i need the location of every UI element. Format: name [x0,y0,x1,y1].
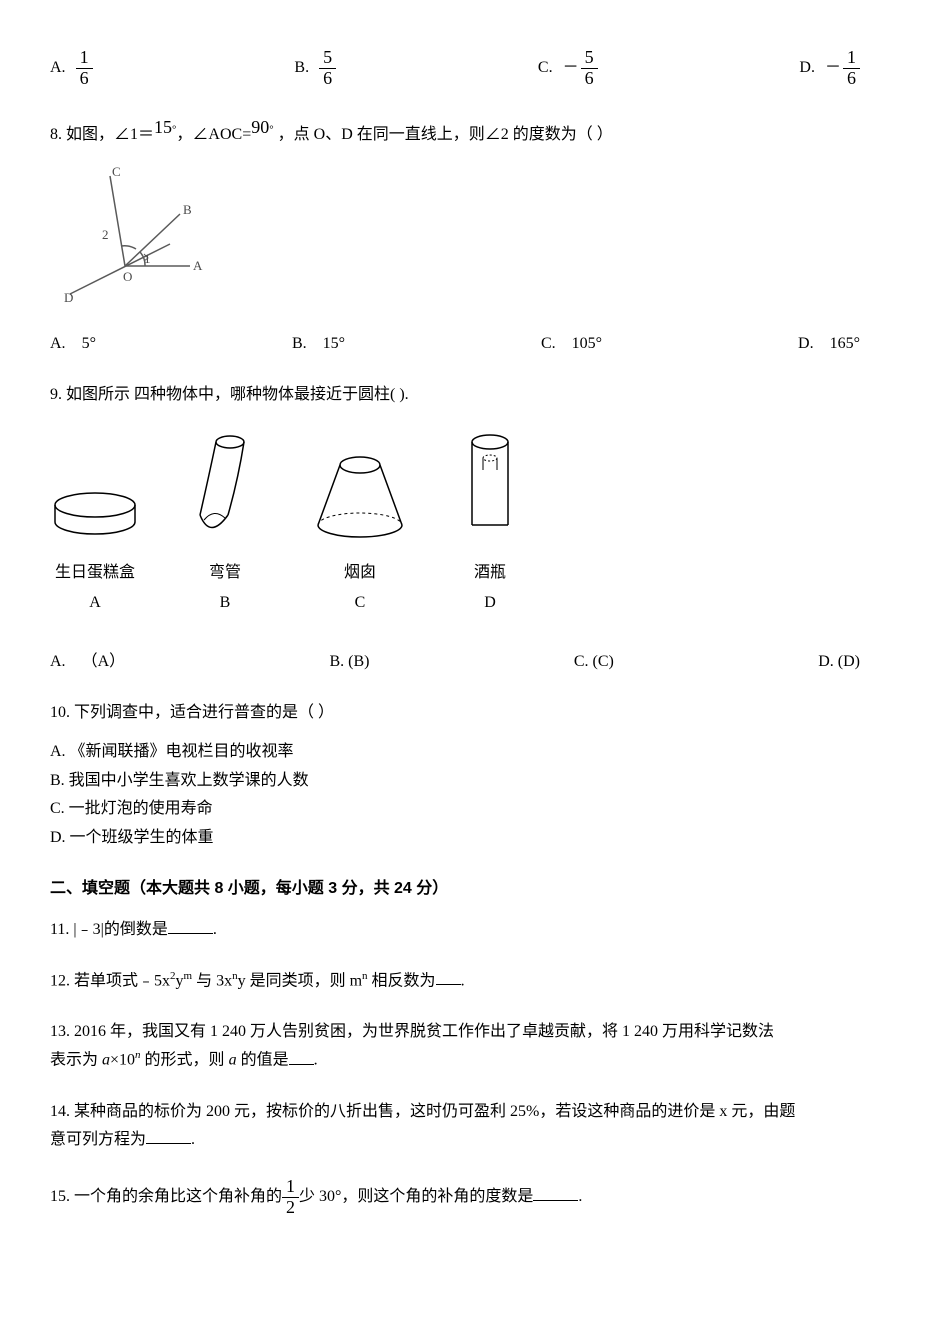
q7-a-label: A. [50,54,66,83]
q10-text: 10. 下列调查中，适合进行普查的是（ ） [50,699,900,728]
shape-cake-box: 生日蛋糕盒 A [50,480,140,618]
q15-fraction: 1 2 [282,1177,299,1218]
bottle-svg [460,430,520,540]
question-12: 12. 若单项式﹣5x2ym 与 3xny 是同类项，则 mn 相反数为. [50,967,900,996]
q13-blank [289,1049,314,1065]
q10-option-b: B. 我国中小学生喜欢上数学课的人数 [50,767,900,796]
q9-option-a: A. （A） [50,648,125,677]
q9-shapes-row: 生日蛋糕盒 A 弯管 B 烟囱 C [50,430,900,618]
q9-options-row: A. （A） B. (B) C. (C) D. (D) [50,648,900,677]
angle-diagram-svg: C B A O D 1 2 [50,164,210,304]
q7-d-negfrac: － 1 6 [825,48,860,89]
q8-option-d: D. 165° [798,330,860,359]
q8-option-c: C. 105° [541,330,602,359]
q8-figure: C B A O D 1 2 [50,164,900,315]
question-9: 9. 如图所示 四种物体中，哪种物体最接近于圆柱( ). 生日蛋糕盒 A 弯管 … [50,381,900,677]
q7-option-c: C. － 5 6 [538,48,598,89]
q7-options-row: A. 1 6 B. 5 6 C. － 5 6 D. [50,48,900,89]
q10-option-c: C. 一批灯泡的使用寿命 [50,795,900,824]
svg-text:A: A [193,258,203,273]
q12-blank [436,969,461,985]
bent-pipe-svg [190,430,260,540]
q11-blank [168,918,213,934]
svg-text:B: B [183,202,192,217]
question-14: 14. 某种商品的标价为 200 元，按标价的八折出售，这时仍可盈利 25%，若… [50,1098,900,1156]
question-15: 15. 一个角的余角比这个角补角的 1 2 少 30°，则这个角的补角的度数是. [50,1177,900,1218]
q7-option-b: B. 5 6 [294,48,336,89]
svg-text:1: 1 [144,251,151,266]
question-7-options: A. 1 6 B. 5 6 C. － 5 6 D. [50,48,900,89]
q7-c-negfrac: － 5 6 [563,48,598,89]
q7-c-label: C. [538,54,553,83]
q10-option-d: D. 一个班级学生的体重 [50,824,900,853]
q8-option-a: A. 5° [50,330,96,359]
question-8: 8. 如图，∠1＝15°，∠AOC=90° ，点 O、D 在同一直线上，则∠2 … [50,111,900,359]
q7-option-a: A. 1 6 [50,48,93,89]
question-13: 13. 2016 年，我国又有 1 240 万人告别贫困，为世界脱贫工作作出了卓… [50,1018,900,1076]
shape-bent-pipe: 弯管 B [190,430,260,618]
q7-d-label: D. [799,54,815,83]
q8-text: 8. 如图，∠1＝15°，∠AOC=90° ，点 O、D 在同一直线上，则∠2 … [50,111,900,150]
shape-chimney: 烟囱 C [310,450,410,618]
q10-option-a: A. 《新闻联播》电视栏目的收视率 [50,738,900,767]
q15-blank [533,1185,578,1201]
q9-option-c: C. (C) [574,648,614,677]
q7-b-fraction: 5 6 [319,48,336,89]
question-11: 11. |﹣3|的倒数是. [50,916,900,945]
q7-a-fraction: 1 6 [76,48,93,89]
svg-text:D: D [64,290,73,304]
shape-bottle: 酒瓶 D [460,430,520,618]
svg-text:O: O [123,269,132,284]
section-2-title: 二、填空题（本大题共 8 小题，每小题 3 分，共 24 分） [50,875,900,904]
q9-option-d: D. (D) [818,648,860,677]
chimney-svg [310,450,410,540]
q7-option-d: D. － 1 6 [799,48,860,89]
question-10: 10. 下列调查中，适合进行普查的是（ ） A. 《新闻联播》电视栏目的收视率 … [50,699,900,853]
q7-b-label: B. [294,54,309,83]
svg-text:C: C [112,164,121,179]
q14-blank [146,1128,191,1144]
q8-options-row: A. 5° B. 15° C. 105° D. 165° [50,330,900,359]
q8-option-b: B. 15° [292,330,345,359]
q9-option-b: B. (B) [329,648,369,677]
svg-text:2: 2 [102,227,109,242]
cake-box-svg [50,480,140,540]
q9-text: 9. 如图所示 四种物体中，哪种物体最接近于圆柱( ). [50,381,900,410]
